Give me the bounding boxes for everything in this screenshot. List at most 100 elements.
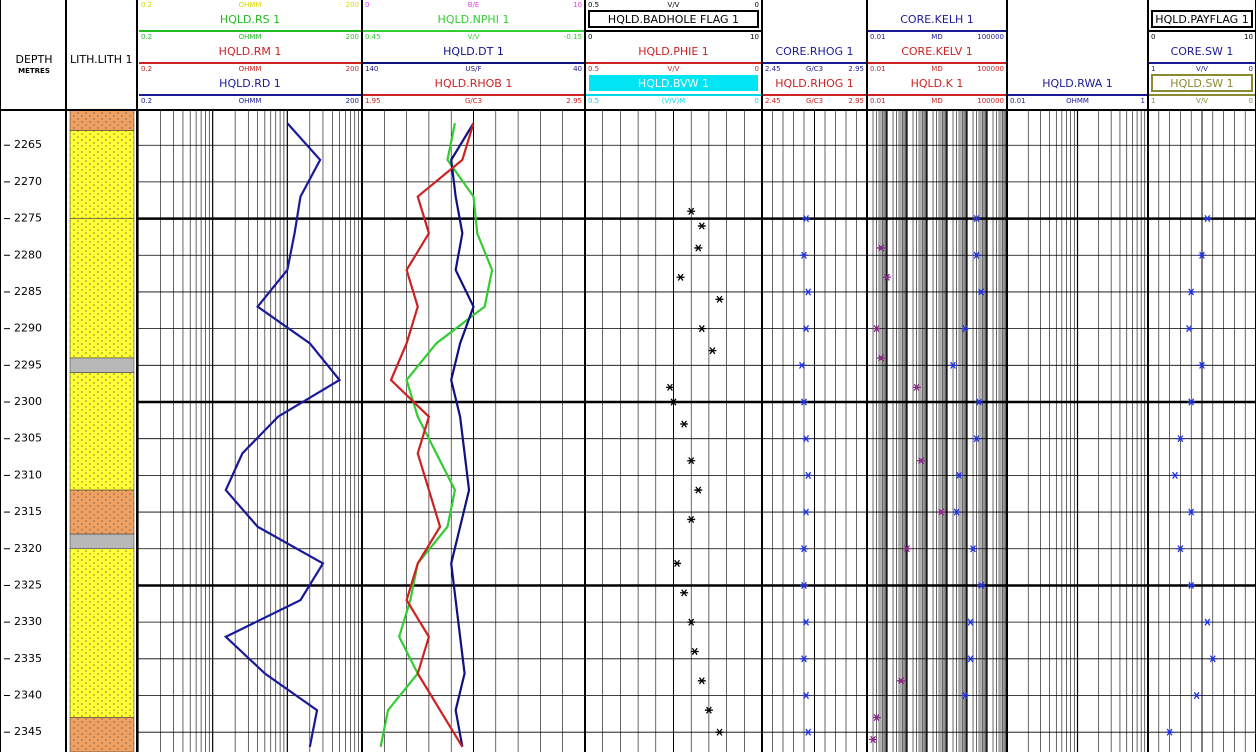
scale-right: 100000 <box>977 65 1004 73</box>
core-point <box>896 677 905 685</box>
core-point <box>704 706 713 714</box>
core-point <box>680 589 689 597</box>
curve-name: HQLD.SW 1 <box>1170 77 1233 90</box>
core-point <box>697 325 706 333</box>
scale-left: 0.01 <box>870 33 886 41</box>
core-point <box>800 251 808 259</box>
curve-name: CORE.SW 1 <box>1171 45 1234 58</box>
scale-left: 0.2 <box>141 1 152 9</box>
core-point <box>1203 215 1212 223</box>
core-point <box>708 347 717 355</box>
core-point <box>804 728 813 736</box>
core-point <box>972 251 981 259</box>
scale-right: 0 <box>1249 65 1253 73</box>
core-point <box>802 691 811 700</box>
scale-unit: MD <box>931 65 942 73</box>
depth-tick-label: 2280 <box>14 248 42 261</box>
scale-left: 0.5 <box>588 1 599 9</box>
scale-unit: V/V <box>668 65 680 73</box>
header-box <box>589 75 758 91</box>
core-point <box>804 288 813 296</box>
core-point <box>975 398 984 406</box>
scale-unit: OHMM <box>239 33 262 41</box>
scale-right: 10 <box>1244 33 1253 41</box>
scale-right: 100000 <box>977 33 1004 41</box>
scale-unit: OHMM <box>239 65 262 73</box>
scale-left: 1 <box>1151 97 1155 105</box>
core-point <box>1187 581 1196 590</box>
lith-interval <box>69 533 135 550</box>
depth-tick-label: 2325 <box>14 578 42 591</box>
core-point <box>1165 728 1174 736</box>
depth-tick-label: 2275 <box>14 212 42 225</box>
core-point <box>1203 618 1212 626</box>
lith-pattern <box>70 372 134 491</box>
scale-right: 2.95 <box>848 97 864 105</box>
curve-name: HQLD.RD 1 <box>219 77 281 90</box>
header-box <box>588 10 759 28</box>
log-curve <box>389 122 475 748</box>
depth-tick-label: 2320 <box>14 542 42 555</box>
depth-tick-label: 2330 <box>14 615 42 628</box>
core-point <box>715 728 724 736</box>
scale-right: 1 <box>1141 97 1145 105</box>
curve-name: HQLD.RWA 1 <box>1042 77 1113 90</box>
scale-left: 140 <box>365 65 378 73</box>
core-point <box>972 215 981 223</box>
scale-left: 0.01 <box>870 97 886 105</box>
core-point <box>800 545 808 553</box>
scale-right: 200 <box>346 33 359 41</box>
scale-unit: B/E <box>468 1 480 9</box>
core-point <box>697 677 706 685</box>
depth-tick-label: 2335 <box>14 652 42 665</box>
core-point <box>976 581 985 590</box>
depth-tick-label: 2315 <box>14 505 42 518</box>
core-point <box>669 398 678 406</box>
core-point <box>687 618 696 626</box>
lith-pattern <box>70 130 134 219</box>
depth-tick-label: 2265 <box>14 138 42 151</box>
scale-left: 0.2 <box>141 65 152 73</box>
core-point <box>800 655 808 663</box>
core-point <box>802 508 811 516</box>
core-point <box>972 435 981 443</box>
curve-name: HQLD.RHOB 1 <box>435 77 513 90</box>
core-point <box>961 691 970 700</box>
curve-name: HQLD.BADHOLE FLAG 1 <box>608 13 739 26</box>
scale-unit: MD <box>931 33 942 41</box>
core-point <box>1187 288 1196 296</box>
scale-left: 0.5 <box>588 65 599 73</box>
scale-left: 2.45 <box>765 97 781 105</box>
scale-left: 1.95 <box>365 97 381 105</box>
scale-right: 200 <box>346 1 359 9</box>
scale-unit: V/V <box>1196 65 1208 73</box>
scale-unit: V/V <box>1196 97 1208 105</box>
core-point <box>1198 251 1206 259</box>
depth-tick-label: 2310 <box>14 468 42 481</box>
scale-unit: MD <box>931 97 942 105</box>
curve-name: CORE.KELV 1 <box>901 45 973 58</box>
core-point <box>697 222 706 230</box>
core-point <box>665 383 674 391</box>
core-point <box>800 581 808 590</box>
depth-title: DEPTH <box>15 53 52 66</box>
core-point <box>1171 471 1179 479</box>
curve-name: CORE.KELH 1 <box>900 13 974 26</box>
scale-left: 0 <box>1151 33 1155 41</box>
lith-pattern <box>70 717 134 752</box>
core-point <box>966 655 975 663</box>
core-point <box>903 545 911 553</box>
scale-right: 100000 <box>977 97 1004 105</box>
core-point <box>976 288 985 296</box>
curve-name: HQLD.PHIE 1 <box>638 45 709 58</box>
core-point <box>676 273 685 281</box>
curve-name: HQLD.RS 1 <box>220 13 280 26</box>
scale-unit: OHMM <box>239 97 262 105</box>
core-point <box>800 398 808 406</box>
scale-right: 2.95 <box>566 97 582 105</box>
core-point <box>872 713 881 722</box>
core-point <box>1185 325 1194 333</box>
core-point <box>936 508 945 516</box>
lith-pattern <box>70 218 134 358</box>
